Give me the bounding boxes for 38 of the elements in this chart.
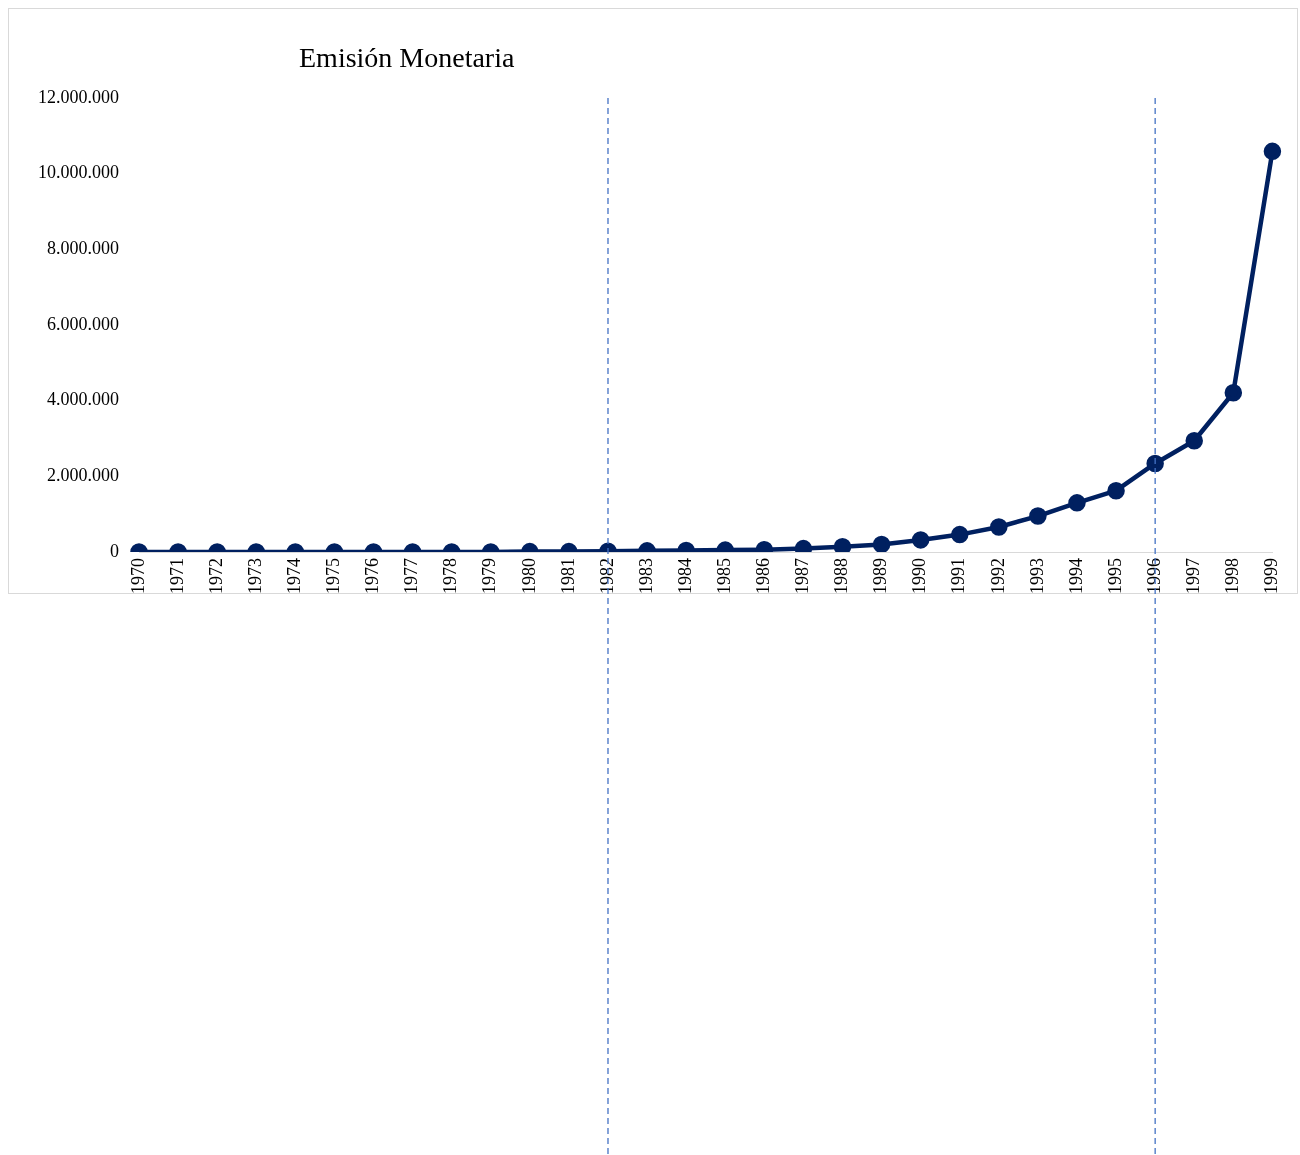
- x-tick-label: 1976: [362, 558, 383, 594]
- x-tick-label: 1991: [948, 558, 969, 594]
- x-tick-label: 1978: [440, 558, 461, 594]
- x-tick-label: 1995: [1104, 558, 1125, 594]
- x-tick-label: 1996: [1143, 558, 1164, 594]
- x-tick-label: 1998: [1222, 558, 1243, 594]
- x-tick-label: 1988: [831, 558, 852, 594]
- y-tick-label: 6.000.000: [47, 313, 119, 334]
- x-tick-label: 1984: [674, 558, 695, 594]
- x-tick-label: 1990: [909, 558, 930, 594]
- y-tick-label: 0: [110, 540, 119, 561]
- x-tick-label: 1993: [1026, 558, 1047, 594]
- x-tick-label: 1985: [713, 558, 734, 594]
- x-tick-label: 1973: [244, 558, 265, 594]
- x-tick-label: 1971: [166, 558, 187, 594]
- x-tick-label: 1970: [127, 558, 148, 594]
- x-tick-label: 1994: [1065, 558, 1086, 594]
- x-tick-label: 1982: [596, 558, 617, 594]
- x-tick-label: 1972: [205, 558, 226, 594]
- x-tick-label: 1992: [987, 558, 1008, 594]
- y-tick-label: 2.000.000: [47, 465, 119, 486]
- y-tick-label: 10.000.000: [38, 162, 119, 183]
- x-tick-label: 1987: [792, 558, 813, 594]
- x-tick-label: 1983: [635, 558, 656, 594]
- chart-title: Emisión Monetaria: [299, 42, 515, 74]
- x-tick-label: 1980: [518, 558, 539, 594]
- x-tick-label: 1975: [323, 558, 344, 594]
- x-tick-label: 1999: [1261, 558, 1282, 594]
- x-tick-label: 1977: [401, 558, 422, 594]
- x-tick-label: 1986: [753, 558, 774, 594]
- x-tick-label: 1997: [1182, 558, 1203, 594]
- y-tick-label: 8.000.000: [47, 238, 119, 259]
- y-tick-label: 4.000.000: [47, 389, 119, 410]
- y-tick-label: 12.000.000: [38, 86, 119, 107]
- x-tick-label: 1989: [870, 558, 891, 594]
- x-tick-label: 1981: [557, 558, 578, 594]
- x-tick-label: 1974: [284, 558, 305, 594]
- x-tick-label: 1979: [479, 558, 500, 594]
